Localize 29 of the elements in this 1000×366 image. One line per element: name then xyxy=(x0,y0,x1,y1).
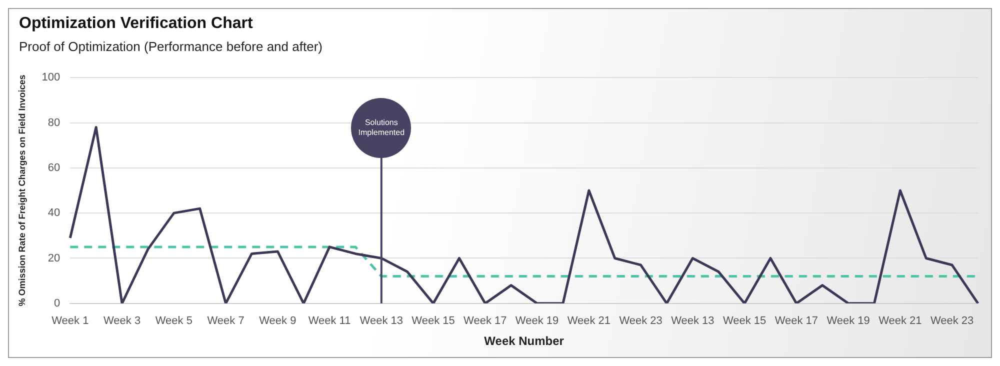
x-tick-label: Week 3 xyxy=(103,315,141,328)
x-tick-label: Week 17 xyxy=(774,315,818,328)
x-tick-label: Week 11 xyxy=(308,315,351,328)
y-tick-label: 80 xyxy=(48,116,60,129)
x-axis-title: Week Number xyxy=(484,334,564,348)
x-tick-label: Week 23 xyxy=(930,315,974,328)
x-tick-label: Week 19 xyxy=(515,315,559,328)
x-tick-label: Week 23 xyxy=(619,315,662,328)
chart-title: Optimization Verification Chart xyxy=(19,15,253,33)
x-tick-label: Week 1 xyxy=(52,315,89,328)
y-axis-title: % Omission Rate of Freight Charges on Field Invoices xyxy=(16,74,27,306)
circle-badge: Solutions Implemented xyxy=(351,98,412,158)
x-tick-label: Week 21 xyxy=(878,315,922,328)
x-tick-label: Week 19 xyxy=(826,315,870,328)
x-tick-label: Week 5 xyxy=(155,315,192,328)
y-tick-label: 0 xyxy=(54,297,60,310)
y-tick-label: 20 xyxy=(48,252,60,264)
y-tick-label: 40 xyxy=(48,207,60,220)
x-tick-label: Week 17 xyxy=(464,315,507,328)
x-tick-label: Week 15 xyxy=(722,315,766,328)
x-tick-label: Week 13 xyxy=(671,315,714,328)
x-tick-label: Week 7 xyxy=(207,315,244,328)
y-tick-label: 100 xyxy=(42,72,60,84)
x-tick-label: Week 9 xyxy=(259,315,296,328)
chart-subtitle: Proof of Optimization (Performance before and after) xyxy=(19,39,322,54)
x-tick-label: Week 13 xyxy=(360,315,404,328)
x-tick-label: Week 21 xyxy=(567,315,611,328)
x-tick-label: Week 15 xyxy=(412,315,455,328)
y-tick-label: 60 xyxy=(48,162,60,174)
